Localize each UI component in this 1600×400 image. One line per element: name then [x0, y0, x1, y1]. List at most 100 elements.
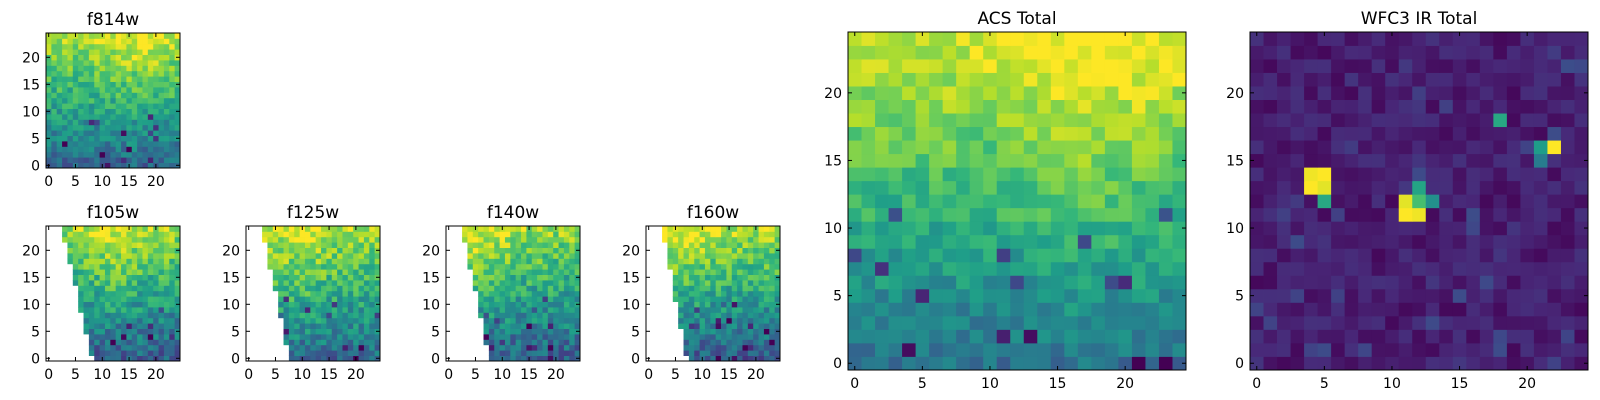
heatmap-cell [174, 285, 181, 292]
heatmap-cell [99, 258, 106, 265]
heatmap-cell [142, 242, 149, 248]
heatmap-cell [861, 207, 876, 222]
heatmap-cell [99, 151, 106, 158]
heatmap-cell [1131, 32, 1146, 46]
heatmap-cell [510, 231, 517, 238]
heatmap-cell [158, 92, 165, 99]
heatmap-cell [299, 344, 306, 351]
heatmap-cell [147, 285, 154, 292]
heatmap-cell [1560, 113, 1575, 128]
heatmap-cell [1331, 288, 1346, 303]
heatmap-cell [294, 280, 300, 286]
heatmap-cell [1064, 99, 1079, 114]
heatmap-cell [67, 135, 74, 142]
heatmap-cell [104, 92, 111, 99]
heatmap-cell [1533, 153, 1548, 168]
heatmap-cell [1037, 288, 1052, 303]
x-tick-label: 20 [747, 367, 765, 383]
heatmap-cell [158, 33, 165, 39]
heatmap-cell [1118, 180, 1133, 195]
heatmap-cell [753, 236, 759, 243]
heatmap-cell [104, 76, 111, 82]
heatmap-cell [1560, 86, 1575, 100]
x-tick-label: 0 [44, 174, 53, 190]
heatmap-cell [1452, 99, 1467, 114]
heatmap-cell [169, 65, 176, 72]
heatmap-cell [531, 296, 538, 302]
heatmap-cell [521, 231, 527, 238]
heatmap-cell [1010, 315, 1025, 330]
heatmap-cell [699, 263, 706, 270]
heatmap-cell [558, 247, 565, 254]
heatmap-cell [169, 151, 176, 158]
heatmap-cell [1533, 167, 1548, 182]
heatmap-cell [494, 290, 500, 297]
heatmap-cell [121, 135, 127, 142]
heatmap-cell [137, 290, 143, 297]
heatmap-cell [983, 167, 998, 182]
heatmap-cell [153, 236, 159, 243]
heatmap-cell [1064, 315, 1079, 330]
heatmap-cell [848, 207, 862, 222]
heatmap-cell [88, 226, 95, 232]
heatmap-cell [1290, 342, 1305, 357]
heatmap-cell [504, 242, 511, 248]
heatmap-cell [51, 108, 58, 115]
heatmap-cell [62, 124, 68, 131]
heatmap-cell [121, 280, 127, 286]
heatmap-cell [321, 236, 327, 243]
heatmap-cell [683, 236, 690, 243]
heatmap-cell [942, 288, 957, 303]
heatmap-cell [158, 108, 165, 115]
heatmap-cell [299, 307, 306, 313]
heatmap-cell [1050, 194, 1065, 209]
heatmap-cell [1037, 221, 1052, 236]
heatmap-cell [563, 296, 570, 302]
heatmap-cell [563, 334, 570, 340]
heatmap-cell [1172, 221, 1187, 236]
heatmap-cell [758, 242, 765, 248]
heatmap-cell [1506, 32, 1521, 46]
heatmap-cell [1091, 234, 1106, 249]
heatmap-cell [1277, 221, 1291, 236]
heatmap-cell [1304, 315, 1318, 330]
heatmap-cell [672, 236, 679, 243]
heatmap-cell [121, 242, 127, 248]
heatmap-cell [142, 97, 149, 104]
heatmap-cell [996, 234, 1011, 249]
heatmap-cell [272, 280, 279, 286]
heatmap-cell [1331, 275, 1346, 290]
heatmap-cell [1064, 140, 1079, 155]
heatmap-cell [888, 234, 903, 249]
heatmap-cell [163, 151, 170, 158]
heatmap-cell [769, 231, 776, 238]
heatmap-cell [1412, 288, 1427, 303]
heatmap-cell [1506, 113, 1521, 128]
heatmap-cell [888, 59, 903, 73]
heatmap-cell [721, 263, 727, 270]
heatmap-cell [526, 301, 533, 308]
heatmap-cell [747, 350, 754, 356]
heatmap-cell [115, 323, 122, 329]
heatmap-cell [56, 141, 63, 147]
heatmap-cell [121, 247, 127, 254]
heatmap-cell [363, 328, 370, 335]
heatmap-cell [46, 124, 52, 131]
heatmap-cell [710, 317, 717, 324]
heatmap-cell [1317, 207, 1332, 222]
heatmap-cell [515, 344, 522, 351]
heatmap-cell [1412, 153, 1427, 168]
heatmap-cell [142, 253, 149, 259]
heatmap-cell [267, 258, 274, 265]
heatmap-cell [1118, 261, 1133, 276]
heatmap-cell [62, 65, 68, 72]
heatmap-cell [1398, 288, 1413, 303]
heatmap-cell [531, 280, 538, 286]
heatmap-cell [126, 43, 133, 50]
heatmap-cell [531, 274, 538, 281]
heatmap-cell [753, 344, 759, 351]
heatmap-cell [915, 140, 930, 155]
heatmap-cell [667, 253, 674, 259]
heatmap-cell [94, 328, 100, 335]
heatmap-cell [126, 242, 133, 248]
